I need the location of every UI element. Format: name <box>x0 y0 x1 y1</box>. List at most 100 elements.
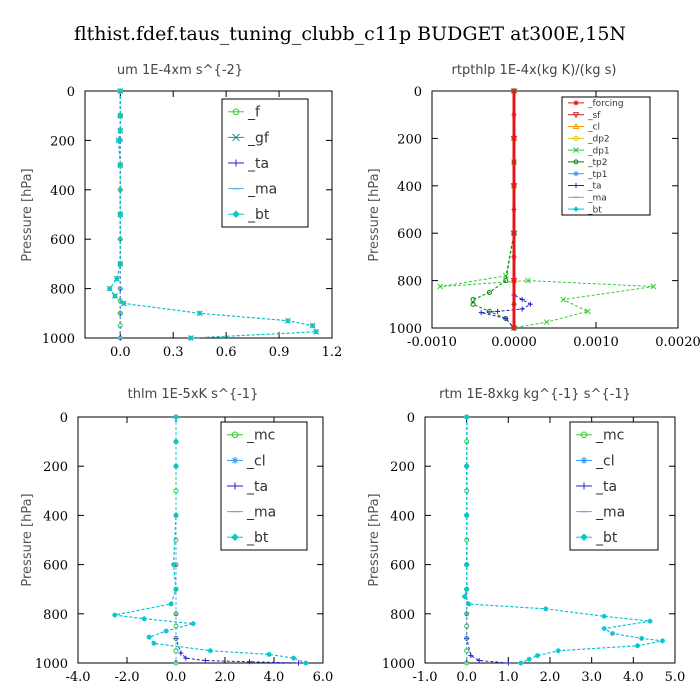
y-axis-label: Pressure [hPa] <box>20 168 35 261</box>
series-ta <box>464 414 511 666</box>
series-line <box>466 417 509 664</box>
y-tick-label: 600 <box>397 227 422 242</box>
marker <box>573 147 579 153</box>
x-tick-label: 1.0 <box>498 670 519 685</box>
y-tick-label: 600 <box>50 233 75 248</box>
x-tick-label: 0.3 <box>163 345 184 360</box>
marker <box>232 159 240 167</box>
plot-frame <box>431 90 679 329</box>
marker <box>202 658 208 664</box>
marker <box>555 647 562 654</box>
legend-entry: _f <box>247 105 261 121</box>
chart-0: 0.0 0.3 0.6 0.9 1.2 0 200 400 600 800 1000 _f _gf _ta… <box>42 85 342 360</box>
marker <box>168 601 174 607</box>
legend-entry: _bt <box>246 530 269 546</box>
panel-title: rtm 1E-8xkg kg^{-1} s^{-1} <box>439 387 631 402</box>
marker <box>573 171 579 177</box>
legend-entry: _mc <box>246 428 275 444</box>
marker <box>647 618 653 625</box>
legend: _mc _cl _ta _ma _bt <box>569 421 659 551</box>
marker <box>573 183 579 188</box>
marker <box>465 601 472 607</box>
x-tick-label: 0.0000 <box>491 335 537 350</box>
figure-title: flthist.fdef.taus_tuning_clubb_c11p BUDG… <box>74 23 626 45</box>
marker <box>231 482 239 490</box>
x-tick-label: 1.2 <box>322 345 343 360</box>
marker <box>526 656 533 663</box>
marker <box>120 300 127 307</box>
x-tick-label: 0.0020 <box>655 335 700 350</box>
panel-title: rtpthlp 1E-4x(kg K)/(kg s) <box>452 63 617 78</box>
y-tick-label: 800 <box>50 283 75 298</box>
chart-1: -0.0010 0.0000 0.0010 0.0020 0 200 400 600 800 10… <box>389 85 700 350</box>
y-axis-label: Pressure [hPa] <box>367 493 382 586</box>
marker <box>511 183 517 189</box>
marker <box>117 211 124 218</box>
marker <box>232 133 240 142</box>
legend-entry: _ma <box>246 505 276 521</box>
marker <box>511 230 517 236</box>
x-tick-label: -4.0 <box>65 670 90 685</box>
marker <box>511 325 517 331</box>
legend-entry: _sf <box>587 111 601 121</box>
y-tick-label: 1000 <box>35 657 68 672</box>
legend-entry: _cl <box>246 453 266 469</box>
marker <box>117 162 124 168</box>
marker <box>511 159 517 165</box>
marker <box>573 159 579 165</box>
series-tp2 <box>470 88 517 331</box>
y-tick-label: 800 <box>43 608 68 623</box>
marker <box>461 593 468 600</box>
legend: _mc _cl _ta _ma _bt <box>220 421 308 551</box>
plot-frame <box>84 90 333 339</box>
y-tick-label: 0 <box>60 411 68 426</box>
marker <box>290 655 297 661</box>
marker <box>511 278 517 284</box>
marker <box>650 283 657 290</box>
marker <box>231 456 239 464</box>
marker <box>601 613 608 620</box>
marker <box>115 137 122 144</box>
marker <box>170 561 177 568</box>
legend-entry: _tp1 <box>587 170 607 180</box>
legend-entry: _tp2 <box>587 158 607 168</box>
legend-entry: _ta <box>247 156 269 172</box>
marker <box>609 630 616 637</box>
legend: _forcing _sf _cl_dp2 _dp1 _tp2 _tp1 _ta_ma _bt <box>561 96 651 216</box>
marker <box>573 135 579 141</box>
marker <box>232 210 240 219</box>
y-tick-label: 200 <box>397 132 422 147</box>
marker <box>486 289 492 295</box>
marker <box>584 308 591 315</box>
marker <box>573 100 579 106</box>
marker <box>231 533 239 542</box>
y-tick-label: 400 <box>397 180 422 195</box>
marker <box>511 88 517 94</box>
series-line <box>472 91 515 329</box>
marker <box>502 273 509 279</box>
x-tick-label: 4.0 <box>264 670 285 685</box>
marker <box>580 456 588 464</box>
marker <box>572 122 580 129</box>
x-tick-label: 2.0 <box>215 670 236 685</box>
legend-entry: _mc <box>595 428 624 444</box>
x-tick-label: 5.0 <box>665 670 686 685</box>
y-axis-label: Pressure [hPa] <box>367 168 382 261</box>
marker <box>601 625 608 632</box>
marker <box>106 285 113 292</box>
marker <box>542 606 549 612</box>
marker <box>495 308 501 314</box>
marker <box>266 651 272 658</box>
marker <box>231 431 239 439</box>
marker <box>511 112 517 118</box>
y-tick-label: 1000 <box>389 322 422 337</box>
y-tick-label: 0 <box>407 411 415 426</box>
marker <box>232 108 240 116</box>
x-tick-label: 2.0 <box>540 670 561 685</box>
marker <box>196 310 203 317</box>
marker <box>173 586 179 593</box>
panel-thlm: thlm 1E-5xK s^{-1} Pressure [hPa] <box>20 387 258 587</box>
marker <box>151 640 157 647</box>
marker <box>117 88 124 94</box>
